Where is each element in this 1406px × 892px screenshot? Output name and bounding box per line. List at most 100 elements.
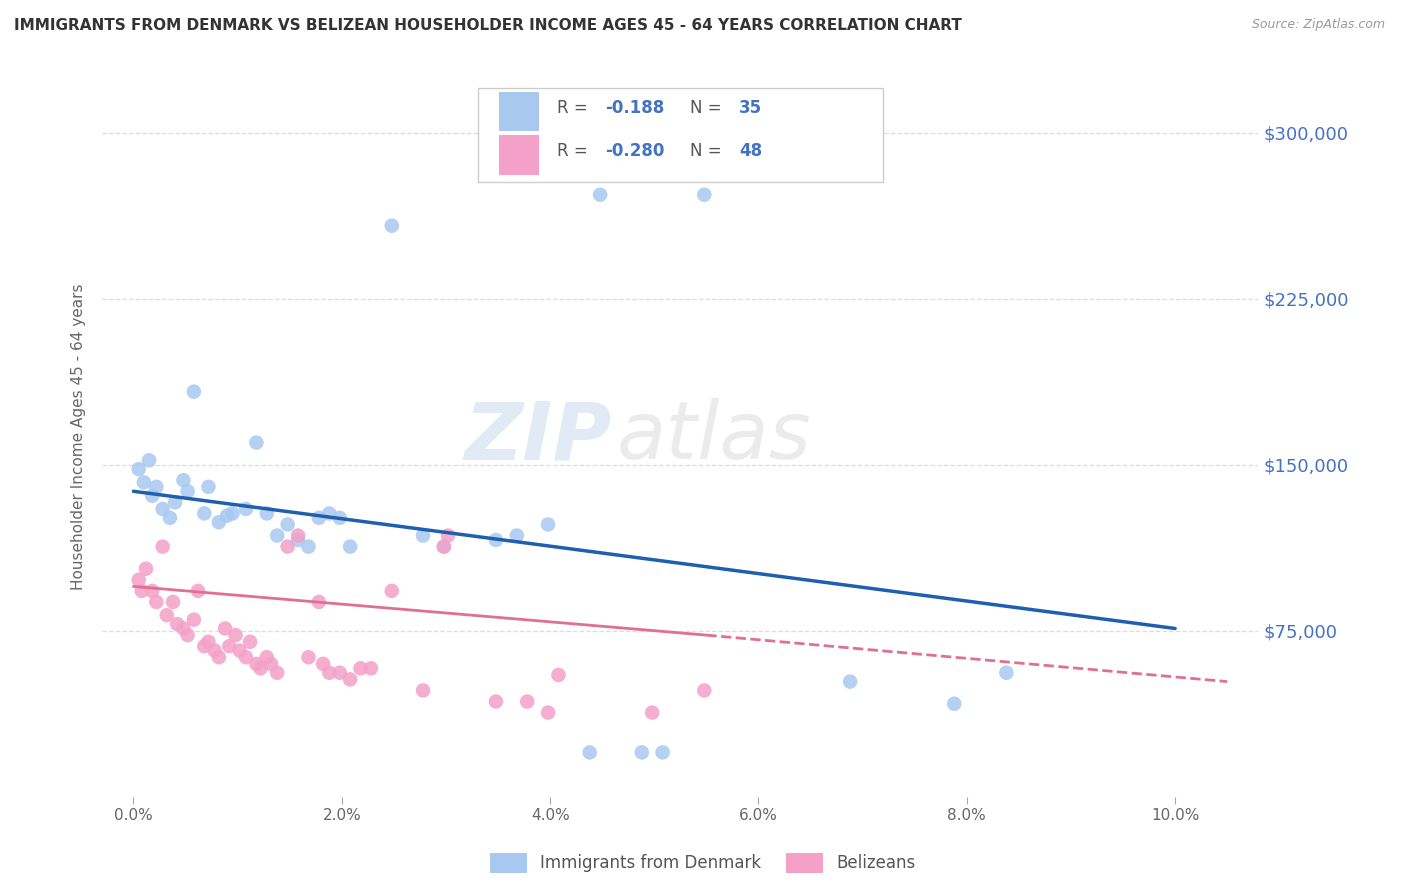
Text: N =: N = (689, 99, 727, 117)
Point (235, 650, 257, 665)
Point (277, 517, 299, 532)
Point (277, 540, 299, 554)
Point (537, 706, 560, 720)
Point (172, 473, 194, 487)
Point (995, 665, 1018, 680)
Point (128, 573, 150, 587)
Point (152, 502, 174, 516)
Point (132, 475, 155, 490)
Point (256, 650, 278, 665)
Point (228, 643, 250, 657)
Point (287, 528, 309, 542)
Point (412, 683, 434, 698)
Point (412, 528, 434, 542)
Point (260, 657, 283, 671)
Point (208, 515, 231, 529)
Point (249, 661, 271, 675)
Point (217, 508, 239, 523)
Point (287, 533, 309, 547)
Point (308, 595, 330, 609)
Point (225, 628, 247, 642)
Point (197, 634, 219, 648)
Point (506, 528, 529, 542)
Point (308, 511, 330, 525)
Point (239, 634, 262, 648)
Legend: Immigrants from Denmark, Belizeans: Immigrants from Denmark, Belizeans (484, 847, 922, 880)
Point (516, 694, 538, 708)
Text: 35: 35 (740, 99, 762, 117)
Point (547, 668, 569, 682)
Point (329, 665, 352, 680)
Point (183, 384, 205, 399)
FancyBboxPatch shape (499, 135, 540, 175)
Point (166, 617, 188, 632)
Point (437, 528, 460, 542)
Point (204, 643, 226, 657)
Point (197, 480, 219, 494)
Point (135, 562, 157, 576)
Point (218, 639, 240, 653)
Point (193, 639, 215, 653)
Point (193, 507, 215, 521)
Point (235, 502, 257, 516)
Point (651, 746, 673, 760)
Text: -0.188: -0.188 (605, 99, 665, 117)
Point (183, 613, 205, 627)
Point (485, 533, 508, 547)
Point (221, 507, 243, 521)
Point (630, 746, 652, 760)
Point (693, 683, 716, 698)
Point (156, 608, 179, 623)
Point (256, 507, 278, 521)
FancyBboxPatch shape (499, 92, 540, 131)
Point (187, 583, 209, 598)
Text: R =: R = (557, 142, 592, 160)
Point (128, 462, 150, 476)
Point (381, 583, 404, 598)
Point (208, 650, 231, 665)
Point (641, 706, 664, 720)
Point (141, 489, 163, 503)
Point (145, 480, 167, 494)
Point (578, 746, 600, 760)
Point (176, 484, 198, 499)
Point (266, 665, 288, 680)
Point (165, 495, 187, 509)
Point (297, 650, 319, 665)
Text: Source: ZipAtlas.com: Source: ZipAtlas.com (1251, 18, 1385, 31)
Point (329, 511, 352, 525)
Point (138, 453, 160, 467)
Point (131, 583, 153, 598)
Point (839, 674, 862, 689)
Point (172, 622, 194, 636)
Point (214, 622, 236, 636)
FancyBboxPatch shape (478, 88, 883, 182)
Point (381, 219, 404, 233)
Point (162, 595, 184, 609)
Point (349, 661, 371, 675)
Point (152, 540, 174, 554)
Y-axis label: Householder Income Ages 45 - 64 years: Householder Income Ages 45 - 64 years (72, 284, 86, 591)
Point (297, 540, 319, 554)
Point (485, 694, 508, 708)
Point (537, 517, 560, 532)
Text: ZIP: ZIP (464, 398, 612, 476)
Text: 48: 48 (740, 142, 762, 160)
Point (433, 540, 456, 554)
Point (433, 540, 456, 554)
Text: -0.280: -0.280 (605, 142, 665, 160)
Point (339, 540, 361, 554)
Point (245, 435, 267, 450)
Point (339, 673, 361, 687)
Text: N =: N = (689, 142, 727, 160)
Point (145, 595, 167, 609)
Point (360, 661, 382, 675)
Point (312, 657, 335, 671)
Point (266, 528, 288, 542)
Point (141, 583, 163, 598)
Text: atlas: atlas (617, 398, 811, 476)
Point (943, 697, 966, 711)
Point (693, 187, 716, 202)
Point (159, 511, 181, 525)
Point (176, 628, 198, 642)
